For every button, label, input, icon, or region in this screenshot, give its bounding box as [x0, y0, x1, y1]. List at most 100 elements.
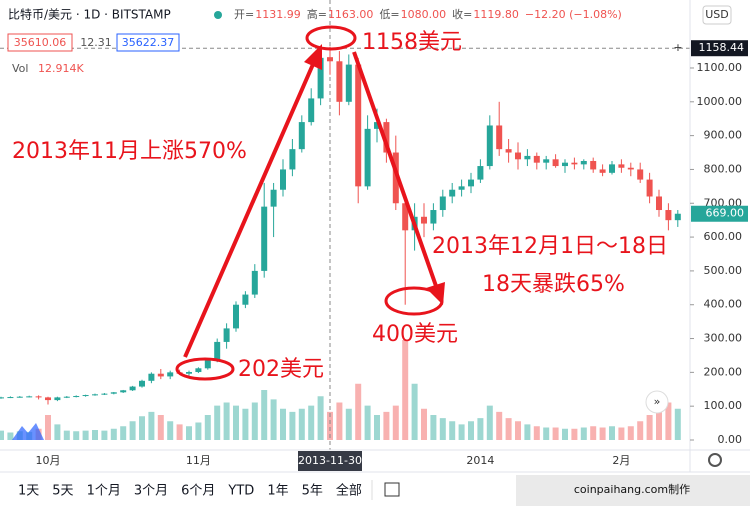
- candle-body: [186, 372, 192, 374]
- candle-body: [552, 159, 559, 167]
- volume-bar: [176, 424, 183, 440]
- volume-bar: [214, 405, 221, 440]
- candle-body: [515, 152, 521, 160]
- candle-body: [298, 122, 305, 150]
- currency-box[interactable]: [702, 5, 732, 25]
- change: −12.20 (−1.08%): [525, 8, 622, 21]
- calendar-icon[interactable]: [384, 482, 400, 497]
- range-button[interactable]: 5年: [302, 484, 323, 499]
- volume-bar: [195, 422, 202, 440]
- candle-body: [101, 393, 108, 395]
- volume-bar: [524, 424, 531, 440]
- candle-body: [609, 164, 615, 173]
- candle-body: [543, 159, 550, 163]
- currency[interactable]: USD: [705, 8, 729, 21]
- ellipse: [305, 25, 357, 51]
- annotation: 400美元: [372, 322, 458, 347]
- volume-bar: [618, 427, 625, 440]
- candle-body: [496, 125, 503, 150]
- last-price-box: [691, 205, 748, 222]
- candle-body: [35, 396, 42, 398]
- ask: 35622.37: [122, 36, 175, 49]
- candle-body: [73, 396, 80, 398]
- range-button[interactable]: 1个月: [87, 484, 121, 499]
- volume-bar: [656, 411, 662, 440]
- volume-bar: [552, 427, 559, 440]
- volume-bar: [468, 421, 474, 440]
- range-button[interactable]: 6个月: [181, 484, 215, 499]
- candle-body: [637, 169, 644, 180]
- settings-icon[interactable]: [708, 453, 722, 467]
- volume-bar: [562, 428, 568, 440]
- watermark-box: [516, 475, 750, 506]
- candle-body: [214, 341, 221, 361]
- volume-bar: [515, 421, 521, 440]
- scroll-button[interactable]: [645, 390, 669, 414]
- crosshair-plus: +: [673, 41, 682, 54]
- candle-body: [110, 392, 117, 394]
- candle-body: [486, 125, 493, 167]
- volume-bar: [223, 402, 230, 440]
- volume-bar: [317, 396, 324, 440]
- volume-bar: [674, 408, 681, 440]
- spread: 12.31: [80, 36, 112, 49]
- range-button[interactable]: 1年: [267, 484, 288, 499]
- candle-body: [374, 122, 380, 129]
- volume-bar: [157, 415, 164, 440]
- volume-bar: [251, 402, 258, 440]
- volume-bar: [627, 426, 634, 440]
- volume-bar: [120, 426, 127, 440]
- candle-body: [674, 213, 681, 221]
- candle-body: [167, 372, 174, 377]
- candle-body: [45, 397, 51, 401]
- x-tick-label: 2013-11-30: [298, 454, 362, 467]
- x-tick-label: 10月: [36, 454, 61, 467]
- ask-box: [116, 33, 180, 52]
- candle-body: [120, 390, 127, 393]
- volume-label: Vol: [12, 62, 28, 75]
- candle-body: [524, 155, 531, 160]
- candle-body: [355, 64, 362, 187]
- volume-bar: [402, 340, 409, 440]
- range-button[interactable]: 3个月: [134, 484, 168, 499]
- volume-bar: [327, 411, 333, 440]
- range-button[interactable]: 5天: [52, 484, 73, 499]
- volume-bar: [383, 411, 390, 440]
- candle-body: [92, 394, 98, 396]
- candle-body: [458, 186, 465, 190]
- candle-body: [289, 149, 296, 170]
- volume-bar: [45, 415, 51, 440]
- volume-bar: [336, 402, 343, 440]
- logo: [12, 423, 44, 440]
- volume-bar: [637, 421, 644, 440]
- volume-bar: [54, 424, 61, 440]
- volume-bar: [496, 411, 503, 440]
- volume-bar: [609, 426, 615, 440]
- volume-bar: [458, 424, 465, 440]
- ohlc-value: 1163.00: [328, 8, 374, 21]
- volume-bar: [280, 408, 286, 440]
- candle-body: [54, 397, 61, 401]
- y-tick-label: 1000.00: [697, 95, 743, 108]
- range-button[interactable]: YTD: [227, 484, 254, 499]
- y-tick-label: 200.00: [704, 365, 743, 378]
- candle-body: [562, 162, 568, 167]
- volume-bar: [580, 427, 587, 440]
- annotation: 18天暴跌65%: [482, 272, 625, 297]
- volume-bar: [308, 405, 315, 440]
- candle-body: [242, 294, 249, 305]
- y-tick-label: 500.00: [704, 264, 743, 277]
- range-button[interactable]: 全部: [336, 483, 362, 499]
- y-tick-label: 800.00: [704, 162, 743, 175]
- candle-body: [223, 328, 230, 342]
- watermark: coinpaihang.com制作: [574, 483, 690, 496]
- volume-bar: [421, 408, 427, 440]
- volume-bar: [261, 390, 268, 440]
- range-button[interactable]: 1天: [18, 484, 39, 499]
- scroll-icon[interactable]: »: [654, 395, 661, 408]
- volume-bar: [430, 415, 437, 440]
- volume-bar: [204, 415, 211, 440]
- volume-bar: [63, 430, 70, 440]
- candle-body: [345, 64, 352, 102]
- y-tick-label: 0.00: [718, 433, 743, 446]
